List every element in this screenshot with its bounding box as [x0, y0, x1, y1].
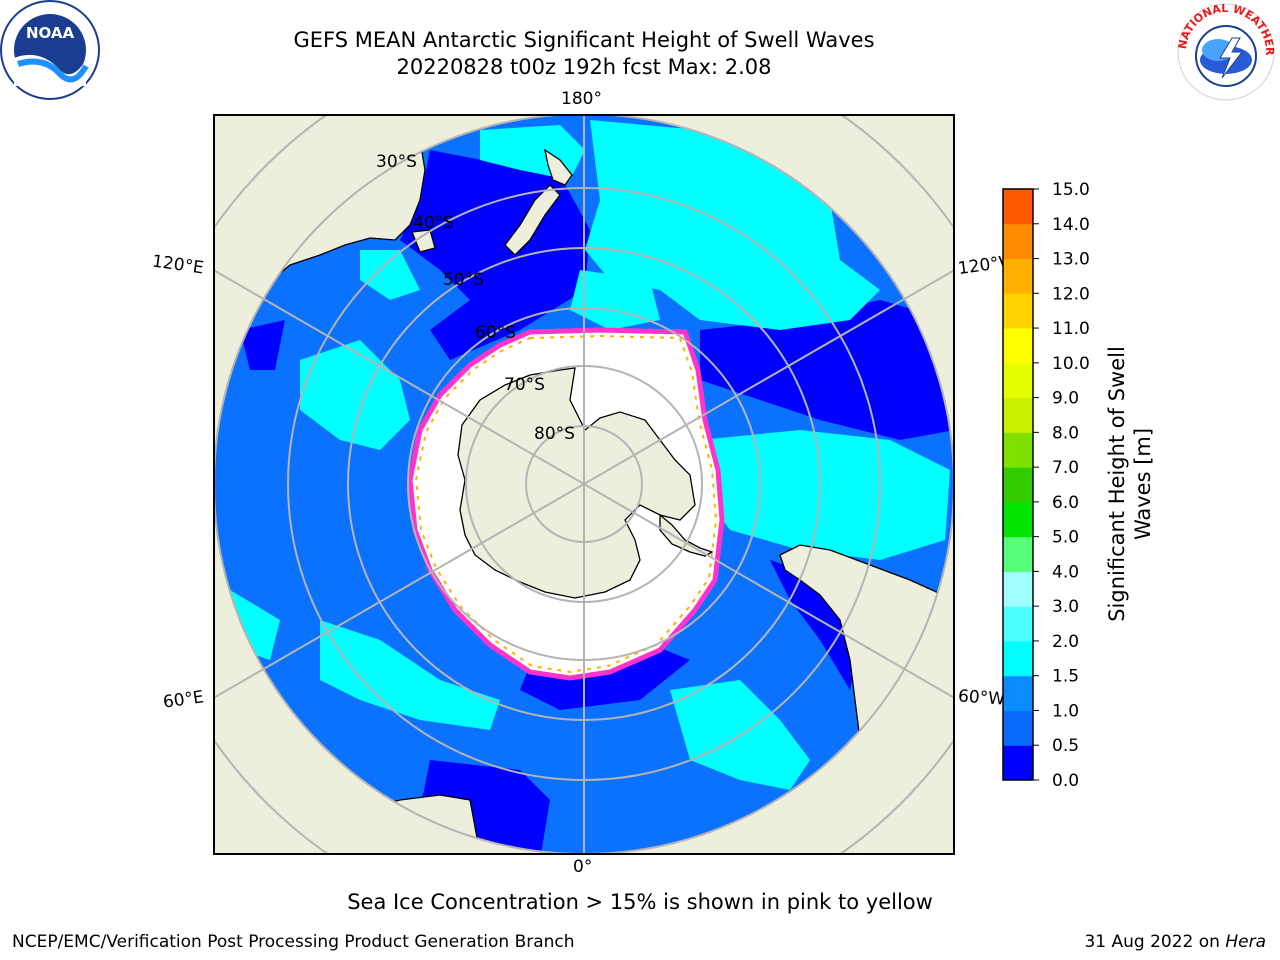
colorbar-band [1003, 640, 1033, 677]
colorbar-band [1003, 328, 1033, 364]
swell-region-high [570, 270, 660, 330]
colorbar-bands [1003, 189, 1033, 781]
new-zealand-north-island [544, 148, 573, 186]
colorbar-tick-label: 12.0 [1052, 284, 1090, 304]
swell-region-low [700, 300, 954, 440]
nws-logo: NATIONAL WEATHER SERVICE [1174, 0, 1276, 101]
swell-region-high [700, 430, 950, 560]
colorbar-tick-label: 2.0 [1052, 632, 1079, 652]
colorbar-tick-label: 14.0 [1052, 215, 1090, 235]
colorbar-tick-label: 4.0 [1052, 562, 1079, 582]
colorbar-band [1003, 293, 1033, 329]
colorbar-label-line1: Significant Height of Swell [1105, 346, 1129, 622]
colorbar-band [1003, 189, 1033, 225]
lat-label-70s: 70°S [504, 375, 545, 395]
colorbar-tick-label: 1.0 [1052, 701, 1079, 721]
footer-host: Hera [1225, 932, 1266, 952]
colorbar-band [1003, 745, 1033, 781]
swell-region-high [360, 250, 420, 300]
colorbar-band [1003, 675, 1033, 711]
footer-credit: NCEP/EMC/Verification Post Processing Pr… [12, 932, 575, 952]
colorbar-band [1003, 571, 1033, 607]
swell-region-high [585, 120, 880, 330]
swell-region-low [240, 320, 285, 370]
colorbar-tick-label: 13.0 [1052, 250, 1090, 270]
lat-label-40s: 40°S [413, 213, 454, 233]
chart-title: GEFS MEAN Antarctic Significant Height o… [293, 28, 875, 52]
colorbar-tick-label: 3.0 [1052, 597, 1079, 617]
new-zealand-south-island [504, 184, 561, 256]
colorbar-ticks: 0.0 0.5 1.0 1.5 2.0 3.0 4.0 5.0 6.0 7.0 8.0 9.0 10.0… [1033, 180, 1090, 791]
colorbar-tick-label: 8.0 [1052, 423, 1079, 443]
footer-date-text: 31 Aug 2022 on [1084, 932, 1220, 952]
colorbar-tick-label: 0.5 [1052, 736, 1079, 756]
colorbar-band [1003, 362, 1033, 399]
sea-ice-edge [414, 334, 718, 674]
tasmania [411, 229, 436, 253]
colorbar-band [1003, 432, 1033, 468]
colorbar-tick-label: 11.0 [1052, 319, 1090, 339]
colorbar-band [1003, 467, 1033, 503]
antarctic-peninsula [659, 513, 714, 557]
colorbar-tick-label: 5.0 [1052, 528, 1079, 548]
colorbar-band [1003, 606, 1033, 642]
graticule [214, 115, 954, 854]
lat-label-80s: 80°S [534, 424, 575, 444]
colorbar-band [1003, 223, 1033, 260]
colorbar-band [1003, 258, 1033, 294]
antarctica-landmass [457, 367, 696, 599]
colorbar-band [1003, 710, 1033, 746]
colorbar-band [1003, 536, 1033, 572]
lat-label-30s: 30°S [376, 152, 417, 172]
chart-subtitle: 20220828 t00z 192h fcst Max: 2.08 [396, 55, 772, 79]
colorbar-band [1003, 397, 1033, 433]
colorbar-tick-label: 15.0 [1052, 180, 1090, 200]
colorbar-frame [1002, 188, 1034, 781]
colorbar-band [1003, 501, 1033, 538]
map-frame [213, 114, 955, 855]
colorbar-tick-label: 9.0 [1052, 389, 1079, 409]
colorbar-tick-label: 7.0 [1052, 458, 1079, 478]
lon-label-0: 0° [573, 857, 593, 877]
lat-label-60s: 60°S [475, 323, 516, 343]
lon-label-180: 180° [561, 89, 602, 109]
noaa-logo-text: NOAA [26, 24, 75, 42]
lat-label-50s: 50°S [443, 270, 484, 290]
footer-date: 31 Aug 2022 on Hera [1084, 932, 1266, 952]
noaa-logo: NOAA [0, 0, 100, 100]
colorbar-label-line2: Waves [m] [1131, 428, 1155, 540]
caption: Sea Ice Concentration > 15% is shown in … [347, 890, 933, 914]
colorbar-tick-label: 1.5 [1052, 667, 1079, 687]
colorbar-tick-label: 0.0 [1052, 771, 1079, 791]
colorbar-tick-label: 10.0 [1052, 354, 1090, 374]
swell-region-high [320, 620, 500, 730]
colorbar-tick-label: 6.0 [1052, 493, 1079, 513]
